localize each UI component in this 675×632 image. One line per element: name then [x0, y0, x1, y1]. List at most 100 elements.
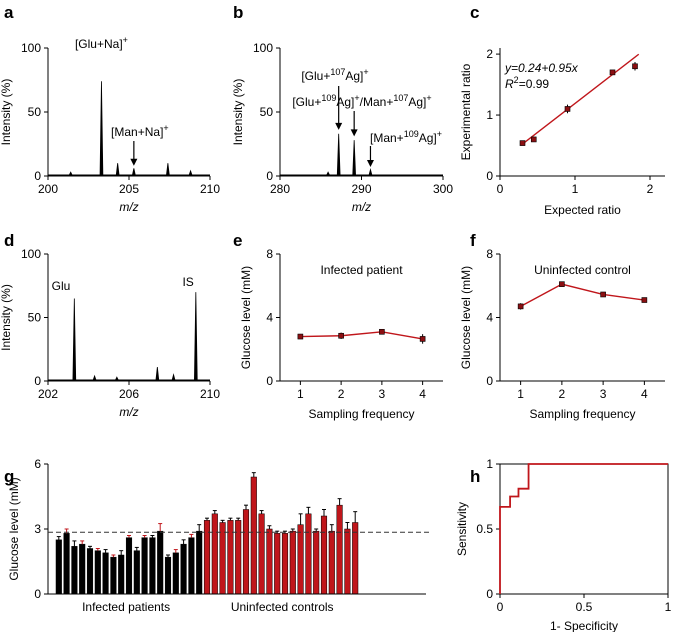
panel-label-b: b — [233, 3, 243, 22]
y-axis-title: Glucose level (mM) — [7, 477, 21, 580]
data-point — [632, 63, 638, 70]
bar-control — [328, 530, 335, 595]
y-tick-label: 50 — [28, 311, 42, 325]
peak — [326, 171, 331, 176]
x-tick-label: 280 — [270, 182, 290, 196]
y-axis-title: Intensity (%) — [0, 284, 13, 351]
panel-title: Uninfected control — [534, 263, 631, 277]
x-tick-label: 3 — [600, 387, 607, 401]
x-tick-label: 1 — [665, 600, 672, 614]
y-axis-title: Experimental ratio — [459, 63, 473, 160]
bar-control — [250, 476, 257, 595]
x-tick-label: 210 — [200, 182, 220, 196]
x-axis-title: m/z — [119, 405, 138, 419]
bar-infected — [118, 554, 125, 595]
y-axis-title: Intensity (%) — [231, 79, 245, 146]
bar-infected — [180, 543, 187, 595]
x-tick-label: 2 — [647, 182, 654, 196]
y-tick-label: 8 — [486, 247, 493, 261]
peak — [131, 168, 136, 176]
panel-title: Infected patient — [320, 263, 403, 277]
data-point — [519, 140, 526, 146]
panel-g: 0 3 6 Glucose level (mM) Infected patients Un… — [7, 457, 432, 614]
data-point — [297, 333, 304, 340]
text-span: /Man+ — [360, 95, 394, 109]
group-label-infected: Infected patients — [82, 600, 170, 614]
bar-infected — [86, 548, 94, 595]
peak — [92, 374, 97, 381]
x-axis-title: Sampling frequency — [308, 407, 414, 421]
data-point — [338, 332, 344, 339]
peak — [336, 133, 341, 176]
bar-infected — [172, 552, 179, 595]
x-axis-title: Sampling frequency — [529, 407, 635, 421]
bar-infected — [63, 533, 70, 595]
peak — [352, 140, 356, 176]
peak — [114, 376, 119, 381]
x-tick-label: 3 — [379, 387, 386, 401]
y-tick-label: 0 — [486, 169, 493, 183]
peak — [188, 169, 193, 176]
arrow-glu-107ag-head — [335, 122, 343, 130]
data-point — [564, 106, 571, 112]
annotation-glu-107ag: [Glu+107Ag]+ — [301, 67, 368, 83]
bar-control — [274, 533, 281, 595]
arrow-glu-109ag-head — [350, 129, 358, 137]
bar-control — [352, 522, 359, 595]
bar-infected — [125, 537, 133, 595]
data-point — [530, 136, 537, 143]
bar-control — [242, 509, 250, 595]
text-span: 107 — [393, 93, 408, 103]
panel-label-a: a — [4, 3, 14, 22]
text-span: Ag] — [408, 95, 426, 109]
text-span: + — [426, 93, 431, 103]
bar-control — [305, 513, 312, 595]
series-line — [300, 331, 423, 340]
x-axis-title: m/z — [119, 200, 138, 214]
peak — [368, 168, 373, 176]
x-axis-title: Expected ratio — [544, 203, 621, 217]
text-span: + — [437, 129, 442, 139]
text-span: Ag] — [419, 131, 437, 145]
bar-infected — [157, 530, 164, 595]
bar-infected — [102, 552, 109, 595]
bar-control — [258, 513, 265, 595]
text-span: [Glu+ — [292, 95, 321, 109]
y-tick-label: 0 — [34, 169, 41, 183]
panel-h: 0 0.5 1 0 0.5 1 1- Specificity Sensitivity — [455, 457, 672, 632]
panel-label-e: e — [233, 231, 242, 250]
text-span: [Glu+ — [301, 69, 330, 83]
y-tick-label: 0 — [34, 374, 41, 388]
x-tick-label: 2 — [338, 387, 345, 401]
data-point — [419, 336, 426, 342]
text-span: + — [354, 93, 359, 103]
panel-d: 0 50 100 202 206 210 m/z Intensity (%) Glu IS — [0, 247, 220, 419]
y-tick-label: 100 — [21, 41, 41, 55]
panel-label-g: g — [4, 467, 14, 486]
y-tick-label: 6 — [34, 457, 41, 471]
y-tick-label: 1 — [486, 457, 493, 471]
x-tick-label: 1 — [517, 387, 524, 401]
y-axis-title: Glucose level (mM) — [459, 266, 473, 369]
bar-control — [227, 520, 234, 595]
text-span: R — [505, 77, 514, 91]
y-tick-label: 4 — [266, 311, 273, 325]
fit-equation: y=0.24+0.95x — [504, 61, 579, 75]
plot-frame — [499, 463, 669, 595]
annotation-man-na: [Man+Na]+ — [111, 123, 169, 139]
peak — [115, 163, 120, 176]
bar-infected — [133, 550, 140, 595]
y-tick-label: 3 — [34, 522, 41, 536]
panel-label-c: c — [470, 3, 479, 22]
text-span: y=0.24+0.95x — [504, 61, 579, 75]
x-tick-label: 206 — [119, 387, 139, 401]
panel-label-f: f — [470, 231, 476, 250]
text-span: [Man+ — [370, 131, 404, 145]
x-tick-label: 1 — [297, 387, 304, 401]
y-tick-label: 0 — [266, 169, 273, 183]
series-line — [520, 283, 645, 308]
bar-control — [344, 528, 351, 595]
